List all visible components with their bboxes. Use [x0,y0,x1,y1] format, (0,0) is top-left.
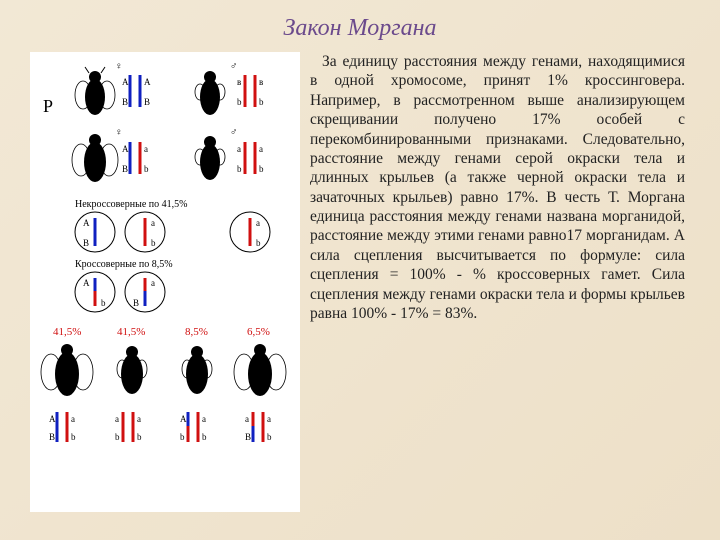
svg-text:b: b [256,238,261,248]
svg-text:A: A [83,218,90,228]
male-symbol: ♂ [230,127,238,138]
svg-text:A: A [49,414,56,424]
chromosome-pair: A A B B [122,75,151,107]
chromosome-pair: a a Bb [245,412,272,442]
fly-icon [41,344,93,396]
svg-text:B: B [245,432,251,442]
svg-text:b: b [267,432,272,442]
content-row: Р ♀ AA BB [30,52,690,512]
gamete-circle: A b [75,272,115,312]
svg-text:B: B [122,164,128,174]
male-symbol: ♂ [230,61,238,72]
svg-text:a: a [267,414,271,424]
svg-text:b: b [180,432,185,442]
pct-3: 8,5% [185,326,208,338]
svg-text:B: B [133,298,139,308]
fly-icon [195,136,225,180]
female-symbol: ♀ [115,61,123,72]
gamete-circle: a b [230,212,270,252]
fly-icon [75,67,115,115]
svg-text:b: b [101,298,106,308]
body-text: За единицу расстояния между генами, нахо… [310,52,690,512]
pct-1: 41,5% [53,326,81,338]
slide: Закон Моргана Р ♀ [0,0,720,540]
chromosome-pair: Aa Bb [49,412,76,442]
svg-text:a: a [245,414,249,424]
crossover-label: Кроссоверные по 8,5% [75,259,173,270]
svg-text:a: a [144,144,148,154]
pct-4: 6,5% [247,326,270,338]
svg-text:B: B [49,432,55,442]
svg-text:a: a [115,414,119,424]
svg-text:A: A [83,278,90,288]
svg-text:b: b [259,97,264,107]
svg-text:B: B [83,238,89,248]
svg-text:b: b [115,432,120,442]
noncrossover-label: Некроссоверные по 41,5% [75,199,187,210]
genetics-diagram: Р ♀ AA BB [30,52,300,512]
svg-text:в: в [259,77,263,87]
svg-text:A: A [122,77,129,87]
svg-text:в: в [237,77,241,87]
svg-text:A: A [144,77,151,87]
svg-text:b: b [237,97,242,107]
gamete-circle: A B [75,212,115,252]
chromosome-pair: Aa Bb [122,142,149,174]
svg-text:B: B [122,97,128,107]
svg-text:b: b [259,164,264,174]
slide-title: Закон Моргана [30,15,690,42]
svg-text:A: A [180,414,187,424]
fly-icon [182,346,212,394]
svg-text:a: a [202,414,206,424]
pct-2: 41,5% [117,326,145,338]
svg-text:b: b [137,432,142,442]
gamete-circle: a b [125,212,165,252]
svg-text:a: a [256,218,260,228]
svg-text:a: a [151,278,155,288]
svg-text:a: a [71,414,75,424]
chromosome-pair: a a b b [237,142,264,174]
female-symbol: ♀ [115,127,123,138]
fly-icon [72,134,118,182]
svg-text:b: b [237,164,242,174]
svg-text:a: a [137,414,141,424]
chromosome-pair: a a b b [115,412,142,442]
fly-icon [117,346,147,394]
fly-icon [195,71,225,115]
svg-text:a: a [151,218,155,228]
diagram-svg: Р ♀ AA BB [35,57,295,507]
svg-text:b: b [202,432,207,442]
gamete-circle: a B [125,272,165,312]
fly-icon [234,344,286,396]
svg-text:b: b [151,238,156,248]
svg-text:a: a [259,144,263,154]
svg-text:b: b [144,164,149,174]
chromosome-pair: Aa b b [180,412,207,442]
svg-text:B: B [144,97,150,107]
chromosome-pair: в в b b [237,75,264,107]
svg-text:b: b [71,432,76,442]
svg-text:a: a [237,144,241,154]
svg-text:A: A [122,144,129,154]
label-p: Р [43,96,53,116]
